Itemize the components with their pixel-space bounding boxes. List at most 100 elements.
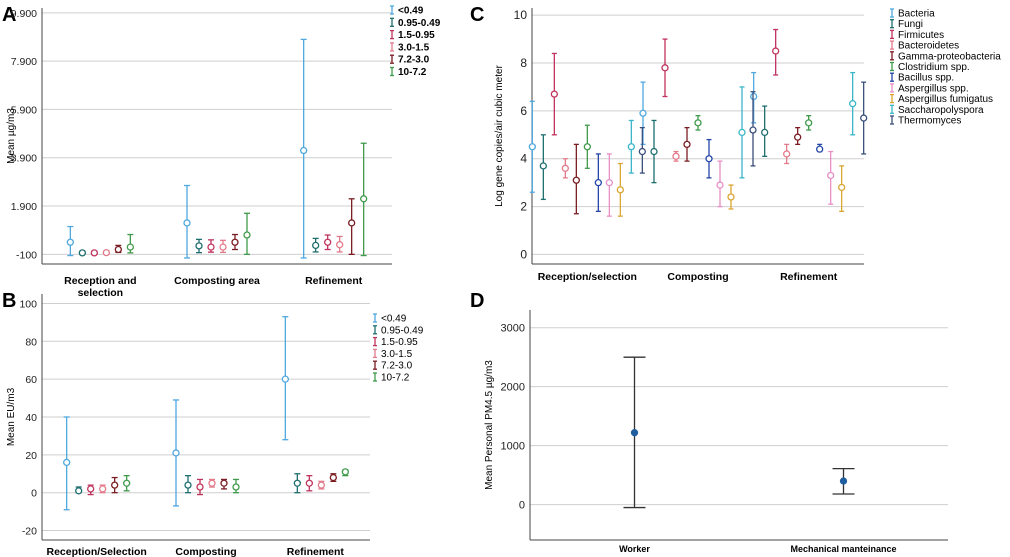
y-tick-label: 20 bbox=[25, 450, 37, 462]
mean-point bbox=[683, 140, 691, 149]
y-tick-label: 9.900 bbox=[11, 8, 37, 20]
mean-point bbox=[794, 133, 802, 141]
legend-label: 10-7.2 bbox=[381, 373, 410, 384]
legend-item: 1.5-0.95 bbox=[390, 29, 435, 41]
x-category-label: Refinement bbox=[287, 546, 345, 557]
mean-point bbox=[849, 100, 857, 108]
error-bar bbox=[594, 153, 602, 213]
mean-point bbox=[639, 109, 647, 117]
legend-item: Aspergillus fumigatus bbox=[890, 93, 993, 105]
legend-item: 0.95-0.49 bbox=[390, 17, 441, 29]
mean-point bbox=[539, 162, 547, 170]
legend-item: <0.49 bbox=[390, 5, 424, 17]
error-bar bbox=[87, 484, 95, 496]
legend-label: <0.49 bbox=[381, 314, 407, 325]
legend-label: Saccharopolyspora bbox=[898, 105, 984, 116]
mean-point bbox=[348, 219, 356, 227]
mean-point bbox=[78, 249, 86, 257]
panel-a-chart: -100 1.900 3.900 5.900 7.900 9.900 Mean µg/m3 R… bbox=[6, 5, 441, 299]
error-bar bbox=[208, 478, 216, 488]
mean-point bbox=[293, 479, 301, 487]
x-category-label: Composting area bbox=[174, 275, 260, 287]
error-bar bbox=[605, 153, 613, 217]
mean-point bbox=[528, 143, 536, 151]
x-category-label: Mechanical manteinance bbox=[790, 544, 896, 554]
error-bar bbox=[312, 237, 320, 253]
error-bar bbox=[694, 115, 702, 131]
error-bar bbox=[243, 212, 251, 255]
x-category-label: Reception/selection bbox=[538, 271, 637, 283]
error-bar bbox=[727, 184, 735, 210]
y-tick-label: -20 bbox=[22, 526, 37, 538]
y-tick-label: 10 bbox=[514, 8, 528, 22]
legend-item: Firmicutes bbox=[890, 29, 944, 41]
mean-point bbox=[561, 164, 569, 172]
error-bar bbox=[183, 184, 191, 259]
legend-label: 7.2-3.0 bbox=[381, 361, 413, 372]
panel-a: A -100 1.900 3.900 5.900 7.900 9.900 Mean µg/m… bbox=[2, 4, 441, 299]
x-category-label-line: Mechanical manteinance bbox=[790, 544, 896, 554]
legend-item: 10-7.2 bbox=[390, 66, 427, 78]
error-bar bbox=[102, 248, 110, 257]
legend-item: Gamma-proteobacteria bbox=[890, 51, 1001, 62]
mean-point bbox=[827, 171, 835, 180]
mean-point bbox=[114, 245, 122, 254]
legend-label: Clostridium spp. bbox=[898, 62, 970, 73]
error-bar bbox=[300, 38, 308, 259]
legend-item: 7.2-3.0 bbox=[390, 54, 430, 66]
mean-point bbox=[102, 248, 110, 257]
error-bar bbox=[783, 143, 791, 165]
error-bar bbox=[832, 467, 855, 495]
error-bar bbox=[329, 473, 337, 482]
error-bar bbox=[184, 475, 192, 494]
mean-point bbox=[650, 147, 658, 156]
mean-point bbox=[281, 375, 289, 383]
panel-c-chart: 0 2 4 6 8 10 Log gene copies/air cubic meter Re… bbox=[494, 8, 1001, 283]
legend-item: Saccharopolyspora bbox=[890, 104, 984, 116]
mean-point bbox=[661, 64, 669, 72]
mean-point bbox=[111, 481, 119, 489]
panel-b-chart: -20 0 20 40 60 80 100 Mean EU/m3 Reception/Selec… bbox=[6, 294, 424, 557]
mean-point bbox=[761, 128, 769, 137]
legend-item: 10-7.2 bbox=[373, 372, 410, 384]
error-bar bbox=[63, 416, 71, 511]
y-tick-label: 2000 bbox=[501, 382, 525, 394]
y-tick-label: 0 bbox=[519, 500, 525, 512]
y-axis-label: Log gene copies/air cubic meter bbox=[494, 64, 505, 206]
error-bar bbox=[196, 478, 204, 496]
error-bar bbox=[317, 480, 325, 490]
x-category-label: Composting bbox=[175, 546, 236, 557]
mean-point bbox=[196, 483, 204, 491]
y-axis-label: Mean Personal PM4.5 µg/m3 bbox=[484, 360, 495, 490]
error-bar bbox=[750, 71, 758, 124]
error-bar bbox=[195, 238, 203, 254]
legend-label: Thermomyces bbox=[898, 116, 961, 127]
legend-item: Fungi bbox=[890, 19, 923, 30]
mean-point bbox=[99, 485, 107, 493]
x-category-label-line: Composting bbox=[667, 271, 728, 283]
legend-label: Fungi bbox=[898, 19, 923, 30]
mean-point bbox=[616, 186, 624, 194]
error-bar bbox=[348, 198, 356, 255]
mean-point bbox=[63, 458, 71, 467]
error-bar bbox=[683, 126, 691, 162]
x-category-label: Worker bbox=[619, 544, 650, 554]
error-bar bbox=[219, 239, 227, 254]
mean-point bbox=[716, 181, 724, 189]
error-bar bbox=[126, 233, 134, 254]
error-bar bbox=[231, 233, 239, 251]
y-tick-label: 1000 bbox=[501, 441, 525, 453]
mean-point bbox=[336, 241, 344, 249]
error-bar bbox=[623, 356, 646, 509]
mean-point bbox=[783, 150, 791, 158]
mean-point bbox=[816, 145, 824, 153]
x-category-label: Refinement bbox=[780, 271, 838, 283]
error-bar bbox=[616, 162, 624, 217]
mean-point bbox=[341, 468, 349, 476]
legend-label: Aspergillus fumigatus bbox=[898, 94, 993, 105]
legend-label: <0.49 bbox=[398, 6, 424, 17]
error-bar bbox=[583, 124, 591, 169]
mean-point bbox=[705, 155, 713, 163]
mean-point bbox=[312, 241, 320, 250]
